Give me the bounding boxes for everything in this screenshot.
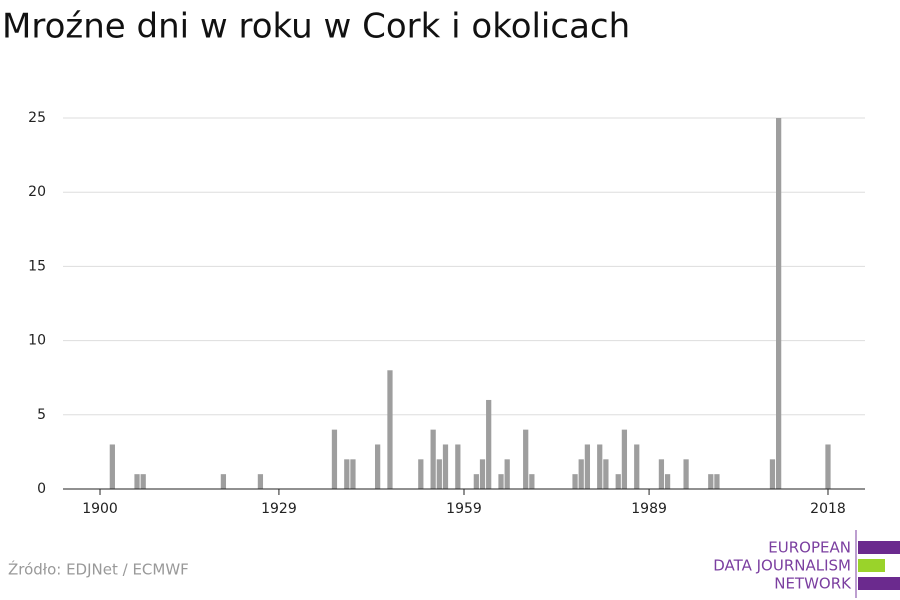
- x-tick-label: 1989: [631, 501, 667, 517]
- bar: [603, 459, 609, 489]
- logo-bar: [858, 541, 900, 554]
- x-tick-label: 1929: [261, 501, 297, 517]
- bar: [486, 399, 492, 489]
- bar: [473, 474, 479, 489]
- bar: [436, 459, 442, 489]
- bar: [387, 370, 393, 489]
- bar: [504, 459, 510, 489]
- bar: [109, 444, 115, 489]
- bar: [634, 444, 640, 489]
- x-tick-label: 1900: [82, 501, 118, 517]
- logo-text: DATA JOURNALISM: [713, 557, 851, 575]
- y-tick-label: 20: [28, 184, 46, 200]
- y-tick-label: 25: [28, 110, 46, 126]
- bar: [140, 474, 146, 489]
- bar: [418, 459, 424, 489]
- bar: [584, 444, 591, 489]
- bar: [825, 444, 831, 489]
- bar: [615, 474, 621, 489]
- y-tick-label: 5: [37, 407, 46, 423]
- bar: [498, 474, 504, 489]
- bar: [375, 444, 381, 489]
- logo-text: EUROPEAN: [768, 539, 851, 557]
- chart-title: Mroźne dni w roku w Cork i okolicach: [2, 7, 630, 47]
- bar: [708, 474, 714, 489]
- y-tick-label: 15: [28, 258, 46, 274]
- bar: [769, 459, 776, 489]
- logo-bar: [858, 559, 885, 572]
- bar: [621, 429, 628, 489]
- bar: [776, 118, 782, 489]
- bar: [714, 474, 720, 489]
- bar: [331, 429, 338, 489]
- bar: [529, 474, 535, 489]
- bar: [220, 474, 227, 489]
- source: Źródło: EDJNet / ECMWF: [8, 560, 189, 579]
- bar: [430, 429, 436, 489]
- y-tick-label: 0: [37, 481, 46, 497]
- bar: [442, 444, 449, 489]
- bar: [572, 474, 578, 489]
- bar: [344, 459, 350, 489]
- logo-bar: [858, 577, 900, 590]
- bar: [664, 474, 671, 489]
- bar: [578, 459, 584, 489]
- x-tick-label: 2018: [810, 501, 846, 517]
- bar: [455, 444, 461, 489]
- bar: [658, 459, 665, 489]
- logo-text: NETWORK: [774, 575, 852, 593]
- bar: [597, 444, 603, 489]
- bar: [350, 459, 356, 489]
- x-tick-label: 1959: [446, 501, 482, 517]
- bar: [257, 474, 264, 489]
- y-tick-label: 10: [28, 333, 46, 349]
- bar: [523, 429, 529, 489]
- bar: [134, 474, 140, 489]
- bar: [683, 459, 689, 489]
- bar: [479, 459, 486, 489]
